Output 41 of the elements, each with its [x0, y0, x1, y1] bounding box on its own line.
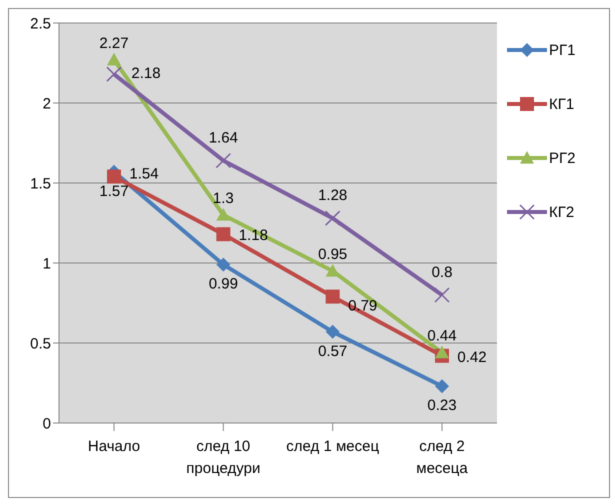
point: [326, 290, 340, 304]
data-label: 0.44: [427, 328, 457, 345]
point: [434, 287, 450, 303]
point: [435, 379, 449, 394]
point: [326, 324, 340, 339]
data-label: 1.64: [208, 130, 238, 147]
data-label: 0.99: [208, 276, 238, 293]
y-tick-label: 0.5: [30, 335, 51, 352]
data-label: 2.18: [131, 65, 161, 82]
data-label: 2.27: [99, 34, 129, 52]
legend-label: РГ1: [549, 42, 576, 58]
data-label: 0.42: [457, 348, 487, 366]
point: [107, 52, 121, 66]
data-label: 1.54: [129, 166, 159, 183]
data-label: 0.23: [427, 397, 457, 414]
data-label: 0.95: [318, 246, 348, 263]
point: [216, 208, 230, 221]
point: [106, 66, 122, 82]
x-tick-label: Начало: [88, 438, 140, 455]
y-tick-label: 2: [42, 95, 51, 112]
data-label: 1.3: [212, 190, 234, 207]
point: [216, 152, 232, 168]
point: [216, 258, 230, 272]
legend-label: РГ2: [549, 150, 576, 166]
y-tick-label: 2.5: [30, 15, 51, 32]
point: [435, 346, 449, 358]
legend-label: КГ1: [549, 96, 574, 112]
point: [216, 227, 230, 242]
point: [324, 210, 340, 226]
data-label: 0.8: [432, 264, 452, 281]
point: [107, 170, 121, 184]
x-tick-label: след 1 месец: [286, 438, 380, 455]
y-tick-label: 0: [42, 415, 51, 432]
y-tick-label: 1.5: [30, 175, 51, 192]
y-tick-label: 1: [42, 255, 51, 272]
x-tick-label: след 2 месеца: [416, 438, 468, 477]
x-tick-label: след 10 процедури: [186, 438, 260, 477]
data-label: 1.57: [99, 182, 129, 200]
legend-label: КГ2: [549, 204, 574, 220]
data-label: 0.57: [318, 342, 348, 360]
data-label: 1.28: [318, 187, 348, 204]
